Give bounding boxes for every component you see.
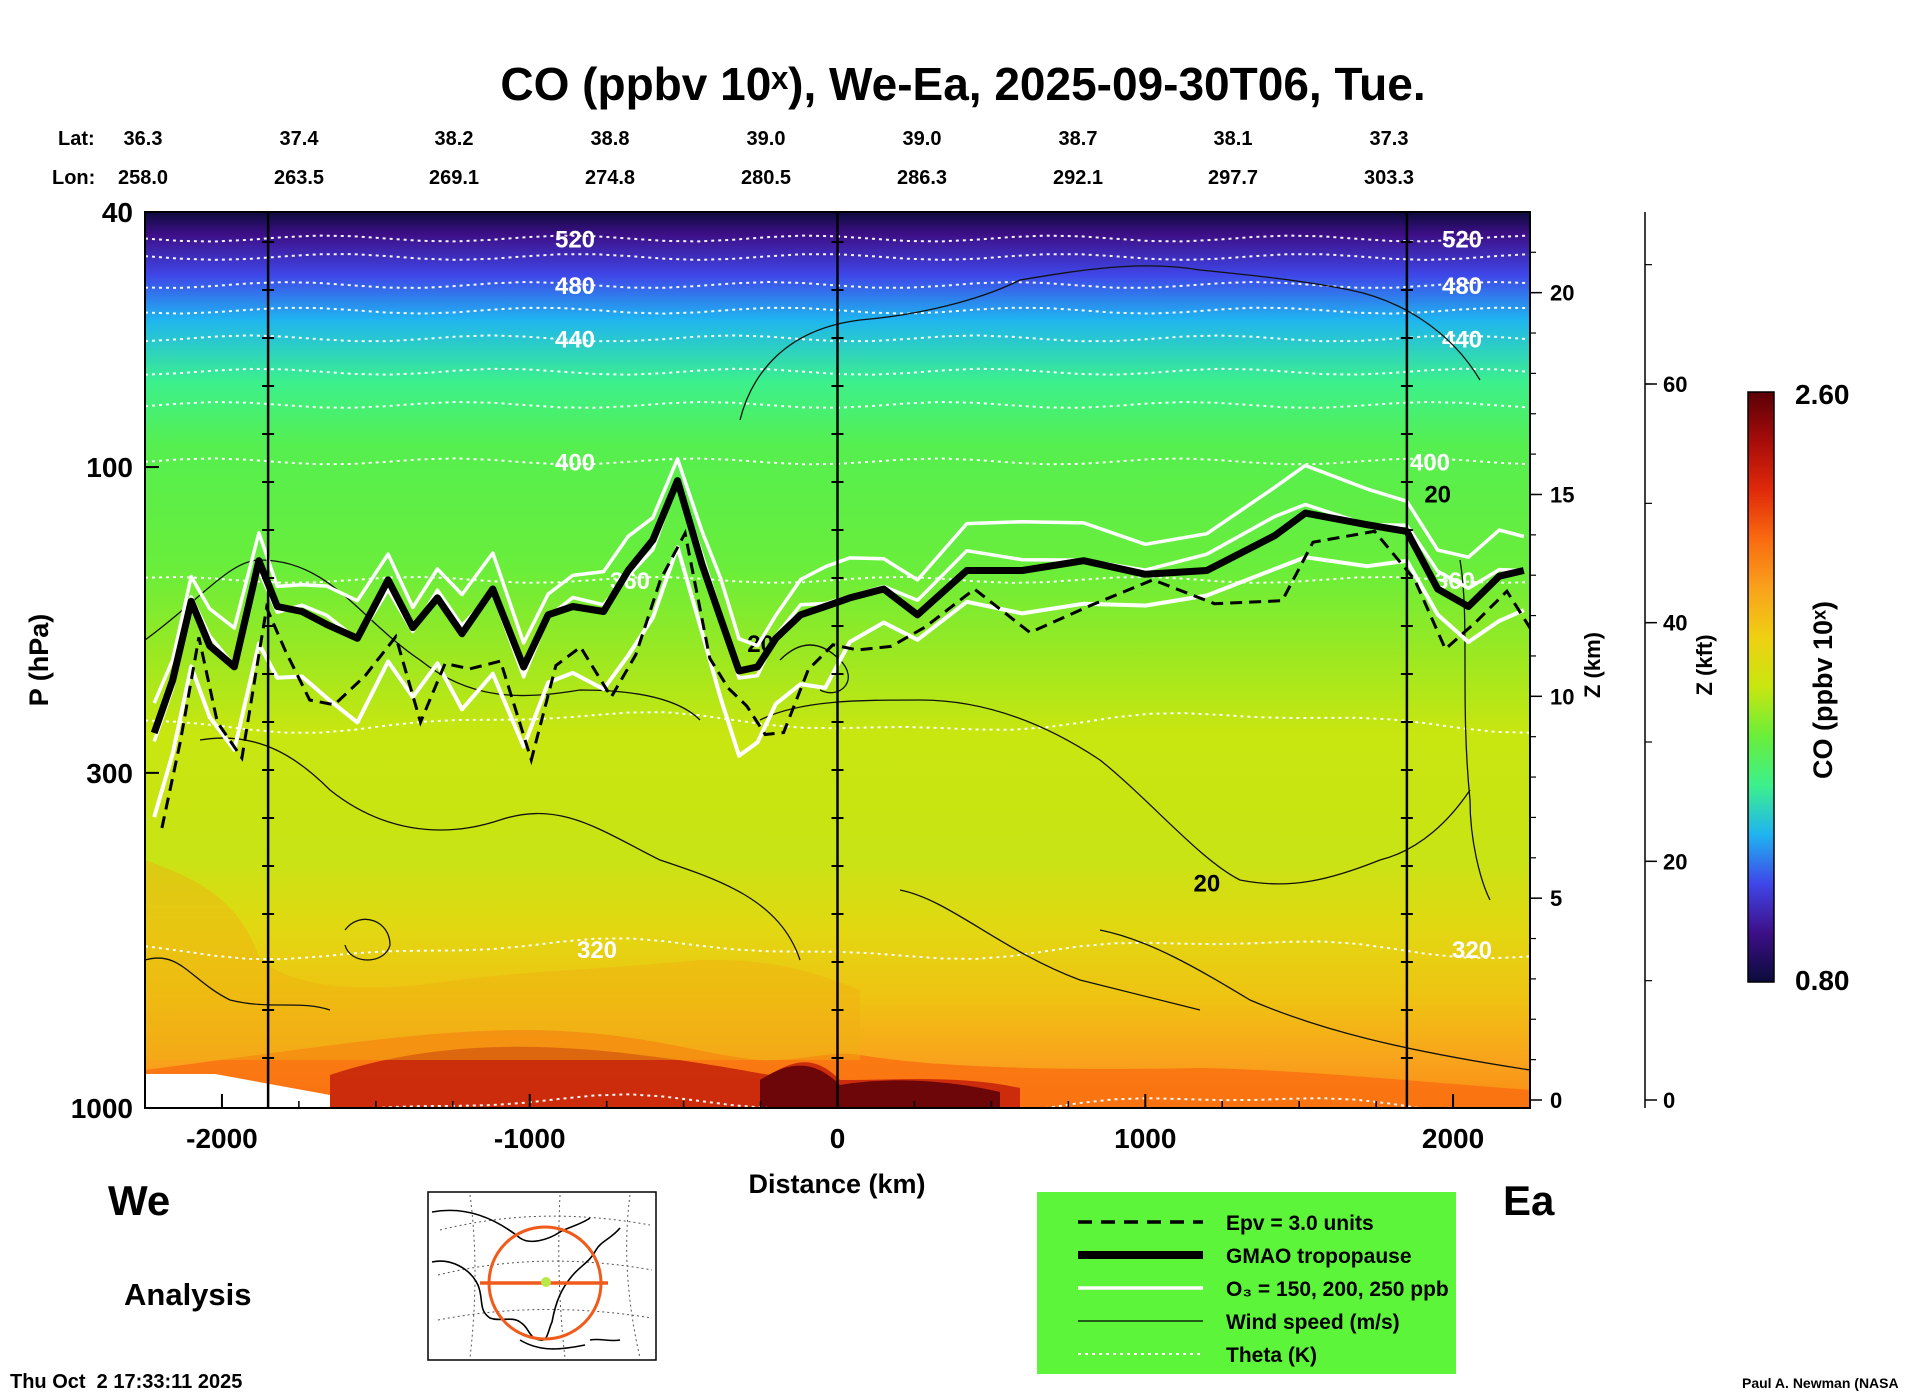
wind-speed-contour <box>145 559 701 721</box>
lon-tick-label: 263.5 <box>274 167 324 189</box>
x-tick-label: 2000 <box>1422 1123 1484 1154</box>
direction-west: We <box>108 1177 170 1224</box>
colorbar-min-label: 0.80 <box>1795 965 1850 996</box>
ozone-contour <box>152 545 1525 818</box>
inset-map-frame <box>427 1191 657 1361</box>
wind-speed-contour <box>145 957 331 1011</box>
z-kft-axis-label: Z (kft) <box>1692 634 1717 695</box>
lon-tick-label: 286.3 <box>897 167 947 189</box>
lat-label: Lat: <box>58 128 95 150</box>
x-axis-label: Distance (km) <box>748 1169 925 1199</box>
z-km-tick-label: 0 <box>1550 1088 1562 1113</box>
theta-label: 480 <box>555 273 595 300</box>
wind-speed-contour <box>1459 559 1491 901</box>
epv-contour <box>160 528 1530 829</box>
wind-speed-label: 20 <box>1424 482 1451 509</box>
legend-items: Epv = 3.0 units GMAO tropopause O₃ = 150, … <box>1078 1212 1449 1367</box>
tropopause-line <box>150 477 1525 735</box>
legend-label: Wind speed (m/s) <box>1226 1311 1400 1334</box>
theta-label: 520 <box>555 227 595 254</box>
inset-map-center-marker <box>541 1277 551 1287</box>
y-axis-label: P (hPa) <box>24 614 54 707</box>
surface-blob-darkest <box>760 1065 1000 1108</box>
lat-tick-label: 38.2 <box>435 128 474 150</box>
lat-tick-label: 38.8 <box>591 128 630 150</box>
lon-tick-label: 297.7 <box>1208 167 1258 189</box>
theta-label: 320 <box>1452 937 1492 964</box>
legend-label: Theta (K) <box>1226 1344 1317 1367</box>
x-tick-label: 0 <box>830 1123 846 1154</box>
wind-speed-contour <box>899 889 1201 1011</box>
y-tick-label: 40 <box>102 197 133 228</box>
lon-tick-label: 274.8 <box>585 167 635 189</box>
wind-speed-contour <box>199 737 801 961</box>
legend-label: GMAO tropopause <box>1226 1245 1412 1268</box>
lat-tick-label: 38.7 <box>1059 128 1098 150</box>
z-kft-tick-label: 20 <box>1663 849 1687 874</box>
lat-tick-label: 37.4 <box>280 128 320 150</box>
z-km-axis-label: Z (km) <box>1580 632 1605 698</box>
terrain-mask-slope <box>145 1074 330 1108</box>
lon-tick-label: 280.5 <box>741 167 791 189</box>
theta-label: 320 <box>577 937 617 964</box>
wind-speed-contour <box>1099 929 1530 1071</box>
y-tick-label: 100 <box>86 452 133 483</box>
direction-east: Ea <box>1503 1177 1555 1224</box>
y-tick-label: 300 <box>86 758 133 789</box>
analysis-label: Analysis <box>124 1277 252 1312</box>
lat-tick-label: 36.3 <box>124 128 163 150</box>
lat-tick-label: 38.1 <box>1214 128 1253 150</box>
x-tick-label: 1000 <box>1114 1123 1176 1154</box>
lon-tick-label: 269.1 <box>429 167 479 189</box>
lat-tick-label: 39.0 <box>747 128 786 150</box>
colorbar-max-label: 2.60 <box>1795 379 1850 410</box>
legend-label: O₃ = 150, 200, 250 ppb <box>1226 1278 1449 1301</box>
inset-map <box>427 1191 657 1361</box>
timestamp: Thu Oct 2 17:33:11 2025 <box>10 1371 242 1393</box>
lon-tick-label: 258.0 <box>118 167 168 189</box>
legend: Epv = 3.0 units GMAO tropopause O₃ = 150, … <box>1037 1192 1456 1374</box>
wind-speed-contour <box>759 699 1471 885</box>
theta-label: 400 <box>555 449 595 476</box>
credit: Paul A. Newman (NASA <box>1742 1375 1899 1391</box>
theta-label: 480 <box>1442 273 1482 300</box>
lat-lon-ticks: 36.3 37.4 38.2 38.8 39.0 39.0 38.7 38.1 37.3 258.… <box>118 128 1414 189</box>
lat-tick-label: 39.0 <box>903 128 942 150</box>
x-tick-label: -1000 <box>494 1123 566 1154</box>
lon-label: Lon: <box>52 167 95 189</box>
z-km-tick-label: 15 <box>1550 482 1574 507</box>
lon-tick-label: 292.1 <box>1053 167 1103 189</box>
colorbar-title: CO (ppbv 10ˣ) <box>1808 601 1838 779</box>
theta-label: 520 <box>1442 227 1482 254</box>
inset-map-graticule <box>437 1194 653 1359</box>
wind-speed-contour <box>739 265 1481 421</box>
wind-speed-contour <box>344 918 391 961</box>
y-tick-label: 1000 <box>71 1093 133 1124</box>
z-kft-tick-label: 0 <box>1663 1088 1675 1113</box>
x-tick-label: -2000 <box>186 1123 258 1154</box>
upper-orange-patch <box>145 860 860 1060</box>
axes: -2000 -1000 0 1000 2000100030010040051015200… <box>71 197 1688 1154</box>
theta-label: 440 <box>555 326 595 353</box>
chart-title: CO (ppbv 10ˣ), We-Ea, 2025-09-30T06, Tue… <box>500 58 1425 110</box>
ozone-contour <box>152 457 1525 704</box>
z-km-tick-label: 10 <box>1550 684 1574 709</box>
theta-contour <box>145 1093 1426 1108</box>
z-kft-tick-label: 60 <box>1663 372 1687 397</box>
lat-tick-label: 37.3 <box>1370 128 1409 150</box>
colorbar <box>1747 391 1775 983</box>
z-km-tick-label: 20 <box>1550 281 1574 306</box>
z-kft-tick-label: 40 <box>1663 611 1687 636</box>
z-km-tick-label: 5 <box>1550 886 1562 911</box>
wind-speed-label: 20 <box>1193 871 1220 898</box>
theta-label: 400 <box>1410 449 1450 476</box>
lon-tick-label: 303.3 <box>1364 167 1414 189</box>
legend-label: Epv = 3.0 units <box>1226 1212 1374 1235</box>
